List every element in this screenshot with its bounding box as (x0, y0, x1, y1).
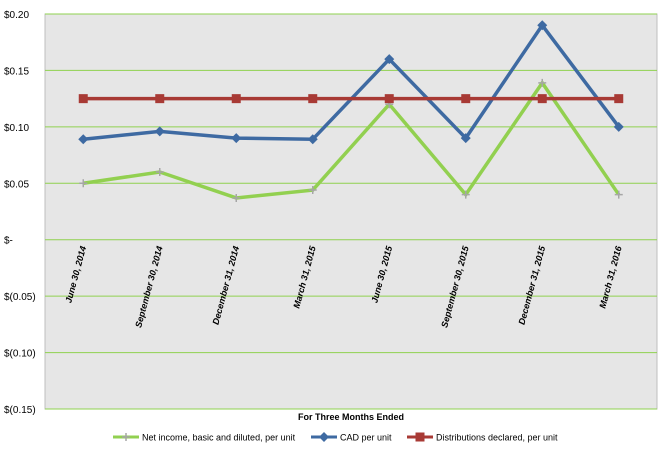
data-point (460, 133, 471, 144)
data-point (154, 126, 165, 137)
legend-item: Distributions declared, per unit (407, 432, 558, 443)
data-point (614, 94, 624, 104)
plot-background (44, 13, 658, 410)
y-tick-label: $(0.05) (4, 292, 36, 303)
legend-label: Net income, basic and diluted, per unit (142, 433, 296, 443)
y-tick-label: $- (4, 236, 13, 247)
data-point (232, 193, 241, 202)
data-point (537, 94, 547, 104)
y-axis: $0.20 $0.15 $0.10 $0.05 $- $(0.05) $(0.10) $(0.… (4, 10, 36, 416)
y-tick-label: $0.05 (4, 179, 29, 190)
series-group (78, 20, 624, 202)
series (78, 94, 624, 104)
data-point (308, 186, 317, 195)
data-point (155, 168, 164, 176)
plot-area (44, 13, 658, 410)
series (79, 78, 623, 202)
data-point (308, 94, 318, 104)
y-tick-label: $(0.10) (4, 349, 36, 360)
data-point (384, 94, 394, 104)
data-point (78, 94, 88, 104)
data-point (461, 190, 470, 199)
data-point (78, 134, 89, 145)
data-point (231, 133, 242, 144)
y-tick-label: $0.20 (4, 10, 29, 21)
data-point (461, 94, 471, 104)
data-point (614, 190, 623, 199)
legend-item: Net income, basic and diluted, per unit (113, 433, 296, 443)
data-point (231, 94, 241, 104)
data-point (415, 432, 425, 442)
data-point (319, 432, 329, 442)
data-point (613, 121, 624, 132)
legend-label: CAD per unit (340, 433, 392, 443)
y-tick-label: $0.15 (4, 66, 29, 77)
legend-item: CAD per unit (311, 432, 392, 443)
data-point (307, 134, 318, 145)
legend-label: Distributions declared, per unit (436, 433, 558, 443)
legend: Net income, basic and diluted, per unit C… (113, 432, 558, 443)
y-tick-label: $0.10 (4, 123, 29, 134)
series-line (82, 79, 621, 200)
data-point (155, 94, 165, 104)
data-point (122, 433, 130, 441)
data-point (79, 179, 88, 188)
data-point (537, 20, 548, 31)
x-axis-title: For Three Months Ended (298, 412, 404, 422)
data-point (538, 78, 547, 87)
data-point (384, 54, 395, 65)
y-tick-label: $(0.15) (4, 405, 36, 416)
